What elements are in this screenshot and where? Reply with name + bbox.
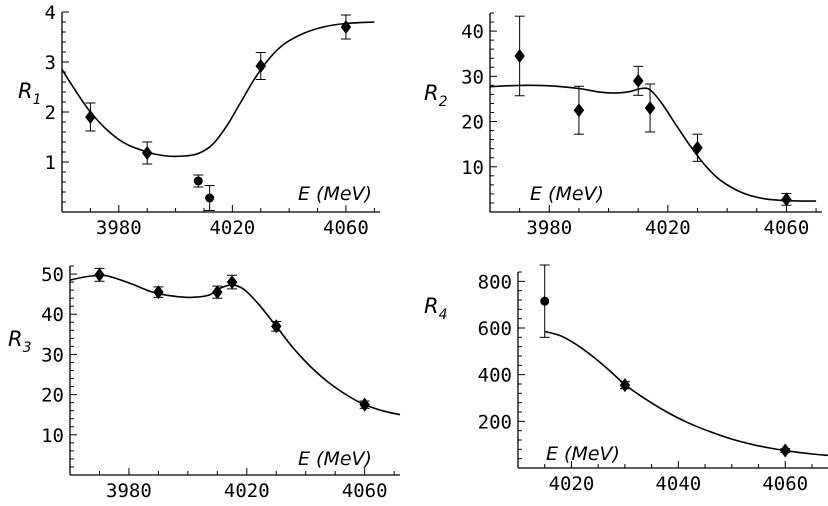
y-axis-title-main: R bbox=[424, 294, 439, 318]
y-tick-label: 10 bbox=[461, 157, 484, 179]
x-tick-label: 4020 bbox=[224, 480, 270, 502]
data-point-diamond bbox=[514, 48, 525, 63]
fit-curve bbox=[489, 84, 817, 202]
y-tick-label: 20 bbox=[461, 112, 484, 134]
y-tick-label: 40 bbox=[461, 21, 484, 43]
y-tick-label: 3 bbox=[45, 52, 56, 74]
fit-curve bbox=[544, 330, 828, 457]
y-tick-label: 50 bbox=[41, 264, 64, 286]
y-tick-label: 20 bbox=[41, 385, 64, 407]
y-axis-title-subscript: 4 bbox=[439, 307, 448, 323]
fit-curve bbox=[69, 274, 401, 416]
y-axis-title-main: R bbox=[18, 79, 33, 103]
data-point-diamond bbox=[141, 146, 153, 160]
y-tick-label: 400 bbox=[478, 365, 512, 387]
y-tick-label: 200 bbox=[478, 411, 512, 433]
chart-panel-4: 4020 4040 4060 200 400 600 800 R4 E (MeV) bbox=[424, 264, 828, 495]
x-axis-title: E (MeV) bbox=[546, 443, 620, 465]
data-point-diamond bbox=[212, 285, 223, 300]
y-axis-title-subscript: 1 bbox=[33, 92, 42, 108]
data-point-diamond bbox=[85, 110, 96, 124]
data-point-circle bbox=[193, 176, 203, 186]
data-point-diamond bbox=[153, 285, 164, 300]
y-tick-label: 40 bbox=[41, 304, 64, 326]
data-point-diamond bbox=[781, 192, 792, 207]
x-tick-label: 4060 bbox=[342, 480, 388, 502]
data-point-diamond bbox=[573, 103, 585, 118]
data-point-diamond bbox=[644, 100, 656, 115]
fit-curve bbox=[61, 21, 375, 158]
x-tick-label: 4020 bbox=[549, 473, 595, 495]
y-tick-label: 30 bbox=[461, 66, 484, 88]
data-point-diamond bbox=[779, 443, 791, 458]
x-tick-label: 4020 bbox=[209, 217, 255, 239]
data-point-diamond bbox=[255, 59, 266, 73]
y-tick-label: 30 bbox=[41, 344, 64, 366]
y-tick-label: 600 bbox=[478, 318, 512, 340]
x-tick-label: 4020 bbox=[645, 217, 691, 239]
data-point-diamond bbox=[692, 140, 703, 155]
data-point-diamond bbox=[340, 20, 352, 34]
y-tick-label: 10 bbox=[41, 425, 64, 447]
y-tick-label: 1 bbox=[45, 152, 56, 174]
y-axis-title-subscript: 3 bbox=[23, 340, 32, 356]
y-axis-title: R1 bbox=[18, 79, 42, 108]
x-tick-label: 4060 bbox=[762, 473, 808, 495]
data-point-circle bbox=[205, 193, 215, 203]
data-point-diamond bbox=[632, 73, 644, 88]
data-point-circle bbox=[540, 296, 550, 306]
data-point-diamond bbox=[271, 319, 282, 334]
y-tick-label: 4 bbox=[45, 2, 56, 24]
data-point-diamond bbox=[359, 397, 370, 412]
x-axis-title: E (MeV) bbox=[298, 448, 372, 470]
y-axis-title: R3 bbox=[8, 327, 32, 356]
y-axis-title-main: R bbox=[424, 81, 439, 105]
x-tick-label: 3980 bbox=[106, 480, 152, 502]
y-axis-title: R4 bbox=[424, 294, 448, 323]
data-point-diamond bbox=[94, 267, 105, 282]
x-tick-label: 3980 bbox=[526, 217, 572, 239]
x-tick-label: 4060 bbox=[323, 217, 369, 239]
y-axis-title-subscript: 2 bbox=[439, 94, 448, 110]
chart-panel-3: 3980 4020 4060 10 20 30 40 50 R3 E (MeV) bbox=[8, 264, 401, 502]
x-tick-label: 3980 bbox=[96, 217, 142, 239]
y-tick-label: 800 bbox=[478, 271, 512, 293]
x-tick-label: 4060 bbox=[764, 217, 810, 239]
y-axis-title-main: R bbox=[8, 327, 23, 351]
x-axis-title: E (MeV) bbox=[530, 183, 604, 205]
chart-panel-2: 3980 4020 4060 10 20 30 40 R2 E (MeV) bbox=[424, 12, 822, 239]
data-point-diamond bbox=[226, 275, 238, 290]
y-tick-label: 2 bbox=[45, 102, 56, 124]
x-tick-label: 4040 bbox=[655, 473, 701, 495]
y-axis-title: R2 bbox=[424, 81, 448, 110]
x-axis-title: E (MeV) bbox=[298, 183, 372, 205]
data-point-diamond bbox=[619, 378, 631, 393]
